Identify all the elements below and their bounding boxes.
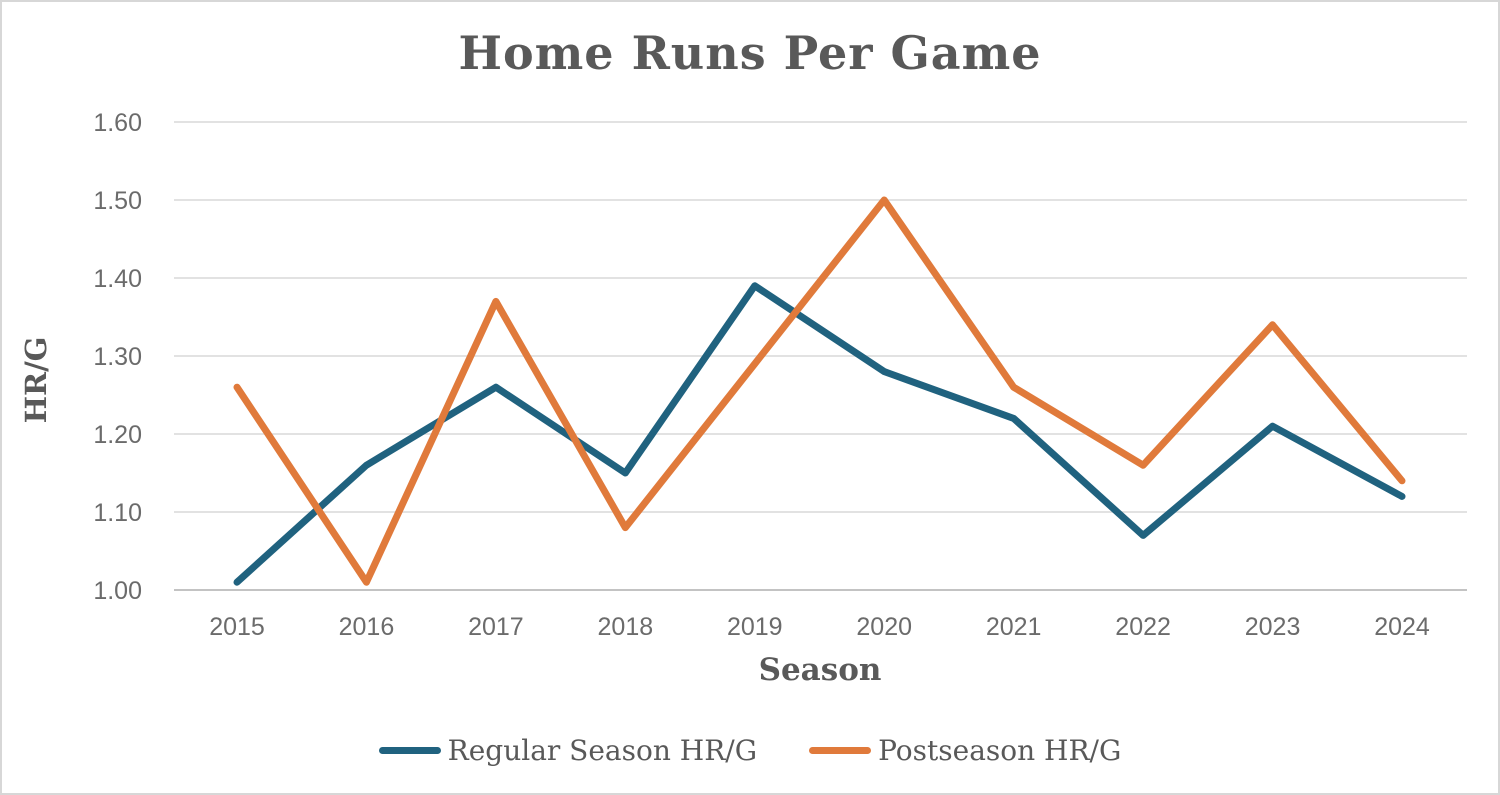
legend-label-regular-season: Regular Season HR/G [447,734,758,767]
y-tick-label: 1.60 [93,109,142,137]
series-line-0 [233,282,1406,586]
y-tick-label: 1.00 [93,577,142,605]
x-tick-label: 2024 [1374,613,1430,641]
legend-label-postseason: Postseason HR/G [878,734,1122,767]
x-tick-label: 2015 [209,613,265,641]
postseason-line-swatch [809,747,872,754]
chart-legend: Regular Season HR/G Postseason HR/G [2,734,1498,767]
x-tick-label: 2016 [339,613,395,641]
regular-season-line-swatch [378,747,441,754]
x-tick-label: 2017 [468,613,524,641]
x-tick-label: 2018 [598,613,654,641]
x-tick-label: 2022 [1115,613,1171,641]
series-line-1 [233,196,1406,586]
x-tick-label: 2019 [727,613,783,641]
x-axis-title: Season [758,652,882,688]
x-tick-label: 2020 [856,613,912,641]
y-tick-label: 1.50 [93,187,142,215]
x-tick-label: 2021 [986,613,1042,641]
chart-title: Home Runs Per Game [458,26,1042,80]
legend-item-postseason: Postseason HR/G [809,734,1121,767]
y-tick-label: 1.10 [93,499,142,527]
y-tick-label: 1.30 [93,343,142,371]
y-tick-label: 1.20 [93,421,142,449]
legend-item-regular-season: Regular Season HR/G [378,734,758,767]
x-tick-label: 2023 [1245,613,1301,641]
y-tick-label: 1.40 [93,265,142,293]
